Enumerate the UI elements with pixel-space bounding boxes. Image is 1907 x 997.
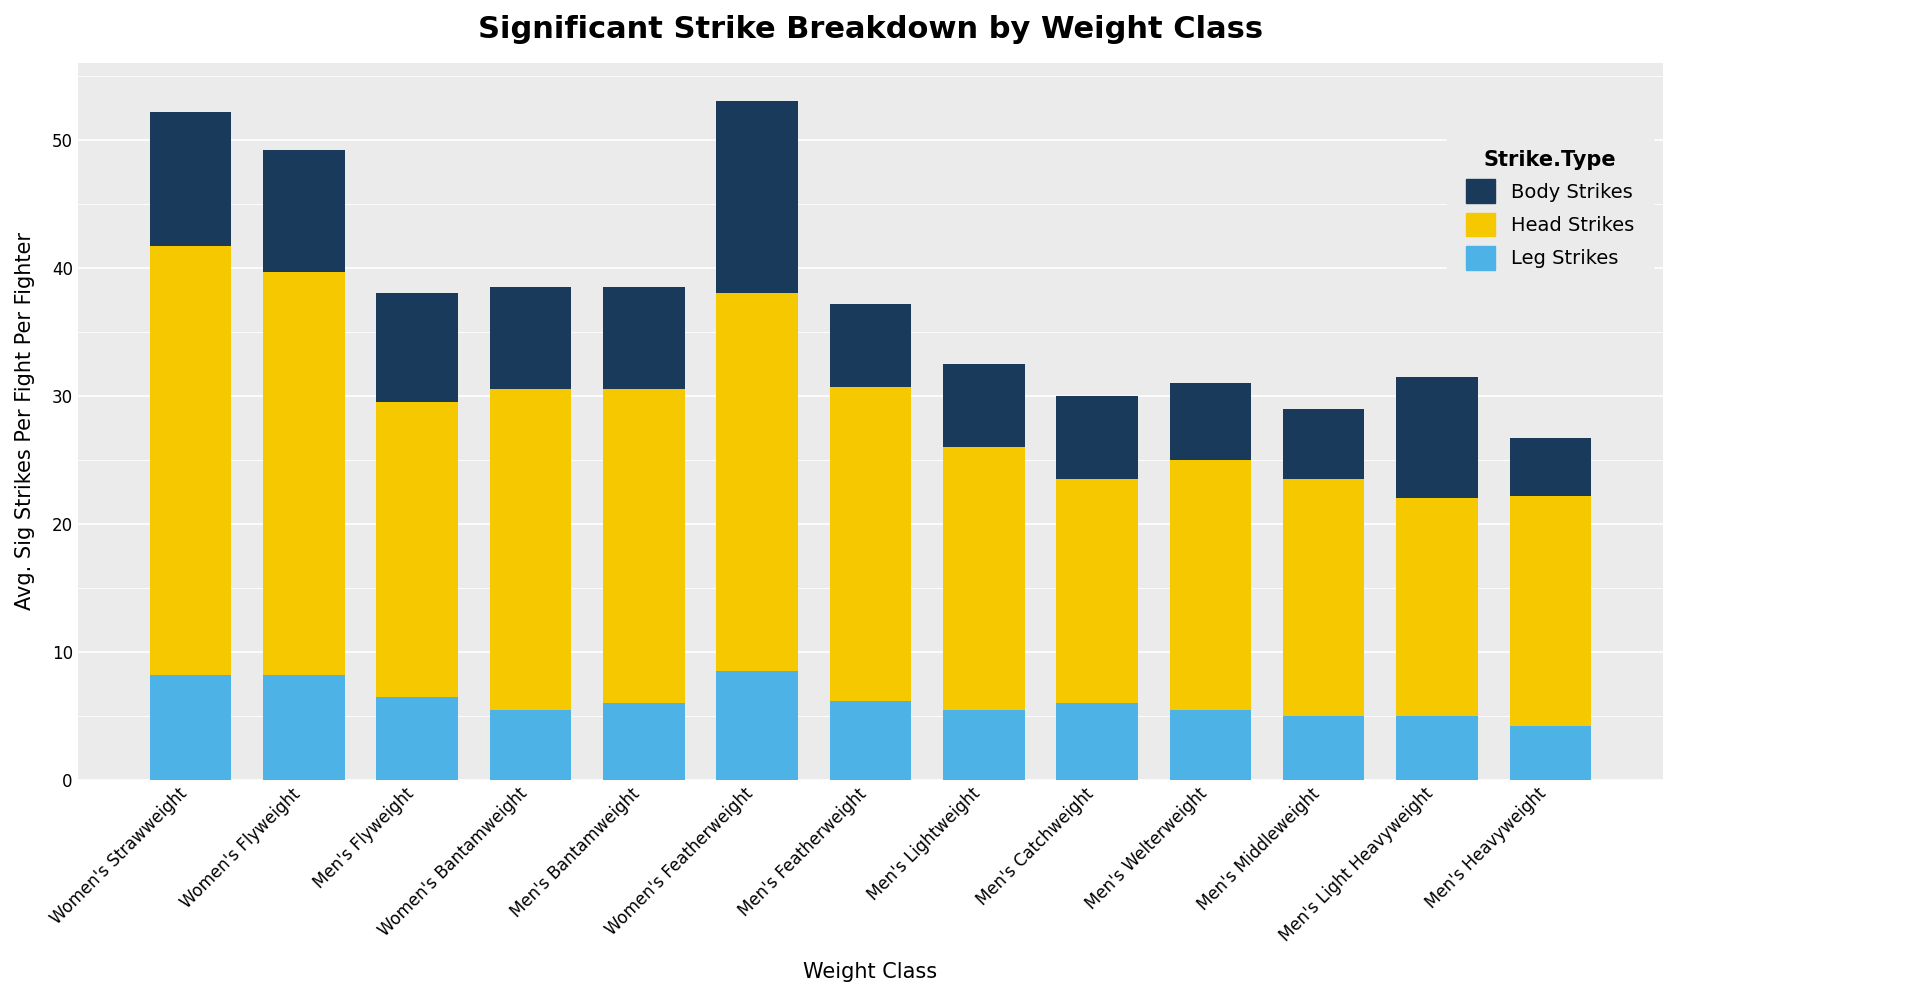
Bar	[1510, 438, 1590, 496]
Bar	[490, 710, 572, 780]
Bar	[717, 293, 797, 671]
Bar	[942, 364, 1024, 447]
Bar	[830, 387, 912, 701]
Bar	[263, 151, 345, 272]
Bar	[376, 697, 458, 780]
Bar	[1169, 460, 1251, 710]
Bar	[1510, 496, 1590, 726]
Bar	[1283, 716, 1365, 780]
Bar	[830, 701, 912, 780]
Bar	[717, 102, 797, 293]
Bar	[263, 272, 345, 675]
Bar	[376, 293, 458, 402]
Bar	[1510, 726, 1590, 780]
X-axis label: Weight Class: Weight Class	[803, 962, 938, 982]
Bar	[1283, 409, 1365, 480]
Bar	[1169, 710, 1251, 780]
Legend: Body Strikes, Head Strikes, Leg Strikes: Body Strikes, Head Strikes, Leg Strikes	[1447, 130, 1653, 289]
Bar	[942, 447, 1024, 710]
Bar	[1056, 480, 1138, 703]
Bar	[1169, 383, 1251, 460]
Y-axis label: Avg. Sig Strikes Per Fight Per Fighter: Avg. Sig Strikes Per Fight Per Fighter	[15, 232, 34, 610]
Bar	[151, 675, 231, 780]
Bar	[1396, 377, 1478, 498]
Title: Significant Strike Breakdown by Weight Class: Significant Strike Breakdown by Weight C…	[479, 15, 1262, 44]
Bar	[1396, 498, 1478, 716]
Bar	[1396, 716, 1478, 780]
Bar	[1056, 703, 1138, 780]
Bar	[151, 246, 231, 675]
Bar	[1056, 396, 1138, 480]
Bar	[490, 287, 572, 390]
Bar	[603, 390, 685, 703]
Bar	[376, 402, 458, 697]
Bar	[830, 304, 912, 387]
Bar	[603, 287, 685, 390]
Bar	[942, 710, 1024, 780]
Bar	[263, 675, 345, 780]
Bar	[603, 703, 685, 780]
Bar	[1283, 480, 1365, 716]
Bar	[490, 390, 572, 710]
Bar	[717, 671, 797, 780]
Bar	[151, 112, 231, 246]
